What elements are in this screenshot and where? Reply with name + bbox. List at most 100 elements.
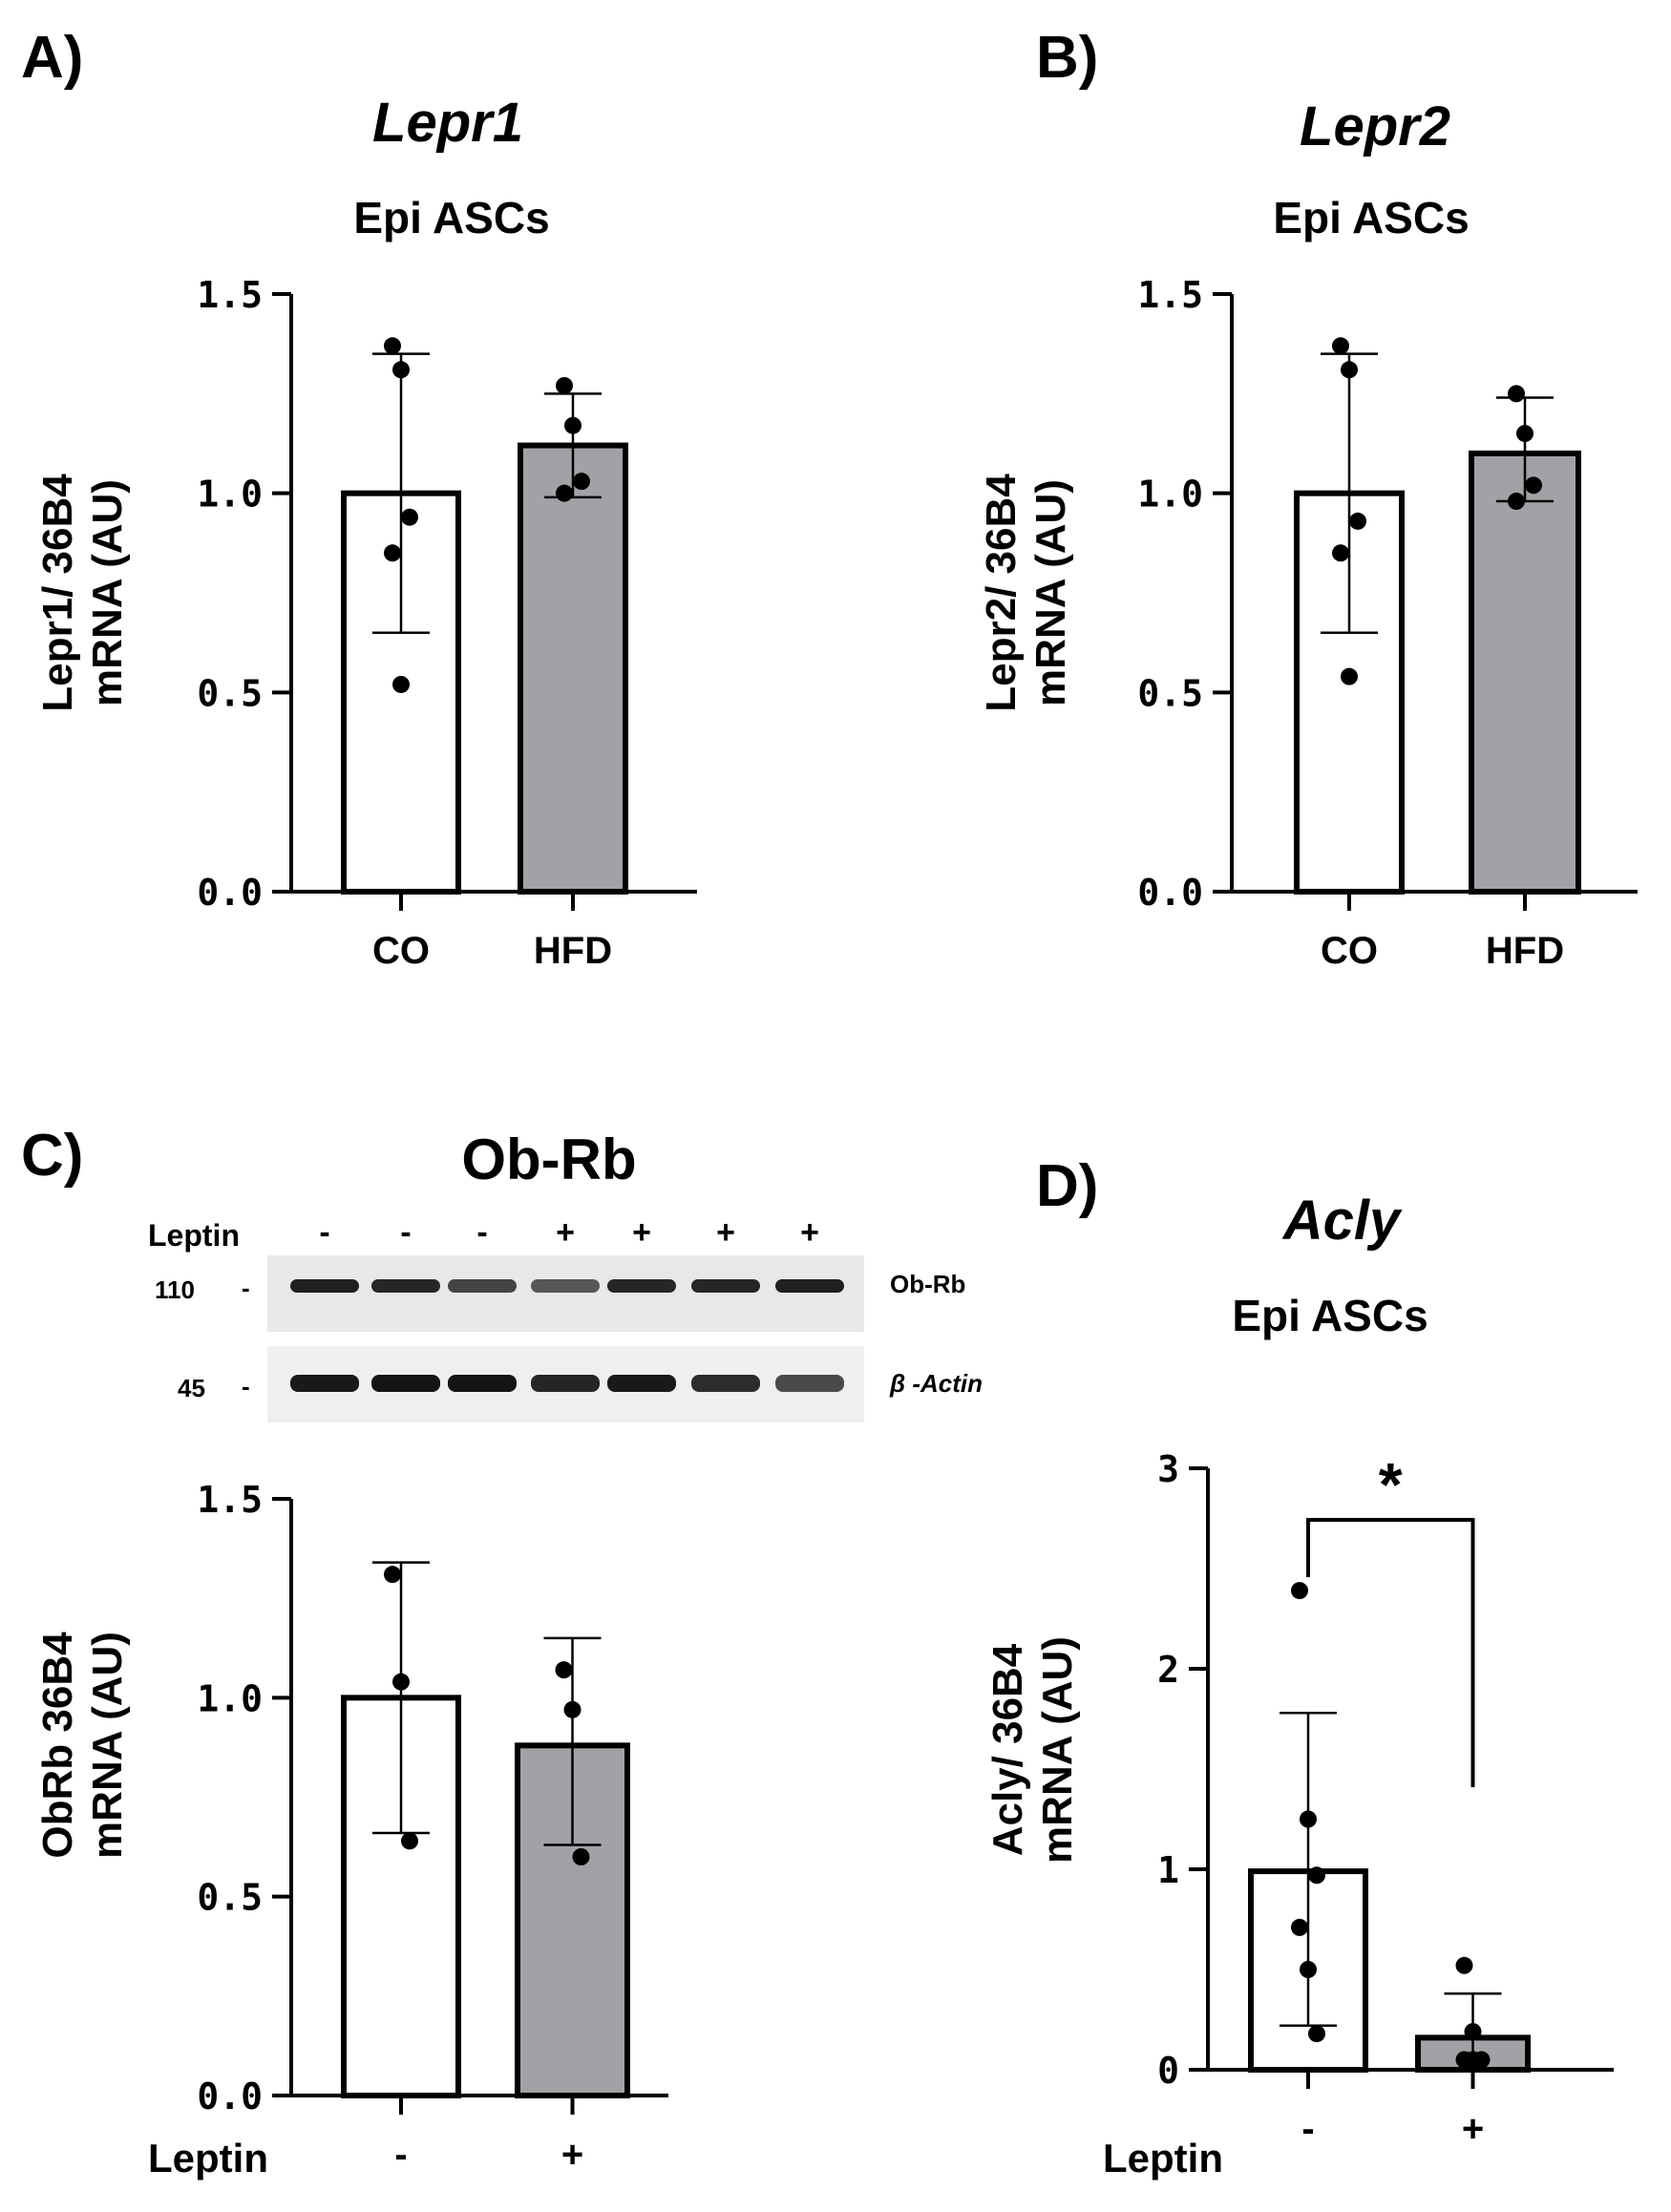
data-point <box>1308 1866 1325 1885</box>
bar-chart-c: 0.0 0.5 1.0 1.5 ObRb 36B4 mRNA (AU) - + Leptin <box>34 1479 668 2180</box>
x-tick-label: - <box>394 2134 407 2176</box>
blot-band <box>531 1279 600 1293</box>
blot-treatment-label: Leptin <box>148 1218 240 1253</box>
data-point <box>1308 2025 1325 2043</box>
data-point <box>573 473 590 491</box>
panel-letter-b: B) <box>1036 25 1099 91</box>
y-tick-label: 0.5 <box>197 672 263 714</box>
data-point <box>1341 667 1358 685</box>
data-point <box>1341 361 1358 379</box>
y-tick-label: 3 <box>1157 1448 1179 1490</box>
blot-label-actin: β -Actin <box>890 1369 984 1398</box>
data-point <box>392 675 410 693</box>
data-point <box>563 1700 582 1718</box>
panel-letter-d: D) <box>1036 1153 1099 1219</box>
blot-marker-actin: 45 <box>178 1374 205 1402</box>
data-point <box>1332 337 1349 355</box>
chart-title-d: Acly <box>1282 1190 1401 1252</box>
x-tick-label: CO <box>1321 930 1378 972</box>
blot-band <box>531 1375 600 1392</box>
blot-band <box>691 1279 760 1293</box>
data-point <box>1332 544 1349 562</box>
data-point <box>392 1673 410 1691</box>
blot-band <box>448 1375 517 1392</box>
blot-band <box>371 1279 440 1293</box>
blot-band <box>448 1279 517 1293</box>
blot-marker-actin-dash: - <box>242 1372 250 1401</box>
bar <box>518 442 628 895</box>
blot-band <box>775 1279 844 1293</box>
panel-letter-a: A) <box>21 25 84 91</box>
y-tick-label: 1.5 <box>197 1479 263 1521</box>
y-tick-label: 1.0 <box>197 1677 263 1719</box>
lane-treatment-mark: - <box>476 1214 488 1251</box>
data-point <box>1300 1961 1317 1978</box>
data-point <box>1291 1582 1308 1600</box>
y-tick-label: 2 <box>1157 1649 1179 1691</box>
y-tick-label: 0 <box>1157 2050 1179 2092</box>
x-tick-label: CO <box>372 930 430 972</box>
blot-band <box>607 1279 676 1293</box>
y-tick-label: 1.0 <box>1137 474 1203 516</box>
x-tick-label: HFD <box>534 930 612 972</box>
data-point <box>564 416 582 434</box>
blot-band <box>607 1375 676 1392</box>
blot-band <box>371 1375 440 1392</box>
y-axis-label-line2: mRNA (AU) <box>1027 479 1074 706</box>
chart-title-a: Lepr1 <box>372 92 523 154</box>
blot-band <box>691 1375 760 1392</box>
data-point <box>401 508 418 526</box>
data-point <box>1508 493 1525 511</box>
y-axis-label-line1: Lepr2/ 36B4 <box>978 474 1025 712</box>
panel-letter-c: C) <box>21 1123 84 1189</box>
data-point <box>1525 476 1542 495</box>
data-point <box>1464 2023 1482 2041</box>
blot-label-obrb: Ob-Rb <box>890 1270 966 1298</box>
chart-subtitle-a: Epi ASCs <box>353 193 550 242</box>
blot-band <box>775 1375 844 1392</box>
y-axis-label-line1: Lepr1/ 36B4 <box>34 474 81 712</box>
bar <box>1469 450 1581 895</box>
blot-strip-obrb <box>267 1255 864 1332</box>
bar-chart-a: 0.0 0.5 1.0 1.5 Lepr1/ 36B4 mRNA (AU) CO HFD <box>34 274 697 972</box>
lane-treatment-mark: + <box>800 1214 819 1251</box>
data-point <box>384 337 401 355</box>
x-tick-label: HFD <box>1486 930 1564 972</box>
data-point <box>1508 385 1525 403</box>
data-point <box>392 361 410 379</box>
lane-treatment-mark: + <box>556 1214 575 1251</box>
lane-treatment-mark: - <box>400 1214 412 1251</box>
chart-title-b: Lepr2 <box>1300 95 1450 158</box>
x-axis-label: Leptin <box>1103 2136 1223 2180</box>
x-tick-label: + <box>1462 2108 1484 2150</box>
y-tick-label: 1 <box>1157 1849 1179 1891</box>
x-tick-label: - <box>1301 2108 1314 2150</box>
data-point <box>1516 425 1534 443</box>
y-axis-label-line1: Acly/ 36B4 <box>984 1643 1031 1856</box>
lane-treatment-mark: + <box>632 1214 651 1251</box>
data-point <box>401 1832 418 1850</box>
data-point <box>572 1848 590 1865</box>
y-tick-label: 1.5 <box>1137 274 1203 316</box>
data-point <box>1291 1918 1308 1936</box>
y-tick-label: 1.5 <box>197 274 263 316</box>
data-point <box>384 544 401 562</box>
data-point <box>1349 512 1366 530</box>
data-point <box>1464 2051 1482 2069</box>
significance-bracket <box>1306 1518 1475 1787</box>
blot-band <box>290 1279 359 1293</box>
y-tick-label: 0.5 <box>1137 672 1203 714</box>
data-point <box>556 484 573 502</box>
y-axis-label-line2: mRNA (AU) <box>84 1632 131 1859</box>
lane-treatment-mark: - <box>319 1214 330 1251</box>
y-tick-label: 0.0 <box>197 2075 263 2117</box>
y-tick-label: 0.0 <box>197 872 263 914</box>
bar-chart-b: 0.0 0.5 1.0 1.5 Lepr2/ 36B4 mRNA (AU) CO HFD <box>978 274 1638 972</box>
chart-subtitle-d: Epi ASCs <box>1232 1291 1428 1340</box>
blot-marker-obrb-dash: - <box>242 1274 250 1302</box>
y-axis-label-line2: mRNA (AU) <box>84 479 131 706</box>
x-axis-label: Leptin <box>148 2136 268 2180</box>
chart-subtitle-b: Epi ASCs <box>1273 193 1470 242</box>
y-tick-label: 1.0 <box>197 474 263 516</box>
x-tick-label: + <box>561 2134 583 2176</box>
